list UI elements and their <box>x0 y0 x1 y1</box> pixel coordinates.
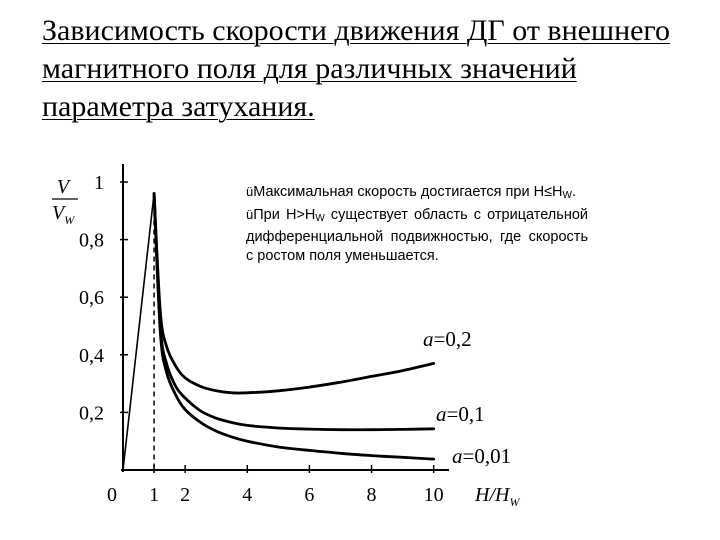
x-tick-label: 1 <box>149 484 159 506</box>
note-bullet-negative-mobility: üПри H>HW существует область с отрицател… <box>246 206 588 264</box>
series-line <box>152 192 436 461</box>
x-tick-label: 8 <box>367 484 377 506</box>
series-label: a=0,01 <box>452 444 511 468</box>
x-tick-label: 4 <box>242 484 252 506</box>
x-tick-label: 0 <box>107 484 117 506</box>
x-axis-label: H/HW <box>474 484 520 509</box>
x-tick-label: 2 <box>180 484 190 506</box>
check-icon: ü <box>246 206 254 222</box>
rising-segment <box>122 193 155 471</box>
y-tick-label: 0,6 <box>79 287 104 309</box>
y-axis-label-denominator: VW <box>52 202 75 227</box>
x-tick-label: 10 <box>424 484 444 506</box>
x-tick-label: 6 <box>304 484 314 506</box>
note-bullet-max-velocity: üМаксимальная скорость достигается при H… <box>246 184 576 201</box>
series-label: a=0,2 <box>423 327 472 351</box>
series-label: a=0,1 <box>436 402 485 426</box>
y-tick-label: 1 <box>94 172 104 194</box>
series-line <box>152 192 436 432</box>
y-tick-label: 0,4 <box>79 345 104 367</box>
notes-box: üМаксимальная скорость достигается при H… <box>246 183 588 265</box>
y-tick-label: 0,8 <box>79 230 104 252</box>
y-axis-label-numerator: V <box>57 176 72 198</box>
check-icon: ü <box>246 184 254 199</box>
y-tick-label: 0,2 <box>79 402 104 424</box>
chart-axes <box>121 164 449 472</box>
series-line <box>152 192 436 395</box>
slide-title: Зависимость скорости движения ДГ от внеш… <box>42 14 670 123</box>
